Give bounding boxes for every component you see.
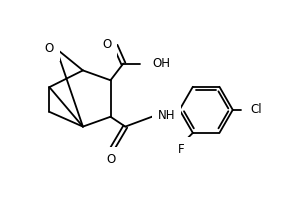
Text: O: O (45, 42, 54, 55)
Text: NH: NH (158, 109, 175, 122)
Text: Cl: Cl (251, 103, 262, 116)
Text: OH: OH (152, 57, 170, 70)
Text: O: O (102, 38, 112, 51)
Text: O: O (107, 153, 116, 166)
Text: F: F (178, 143, 184, 156)
